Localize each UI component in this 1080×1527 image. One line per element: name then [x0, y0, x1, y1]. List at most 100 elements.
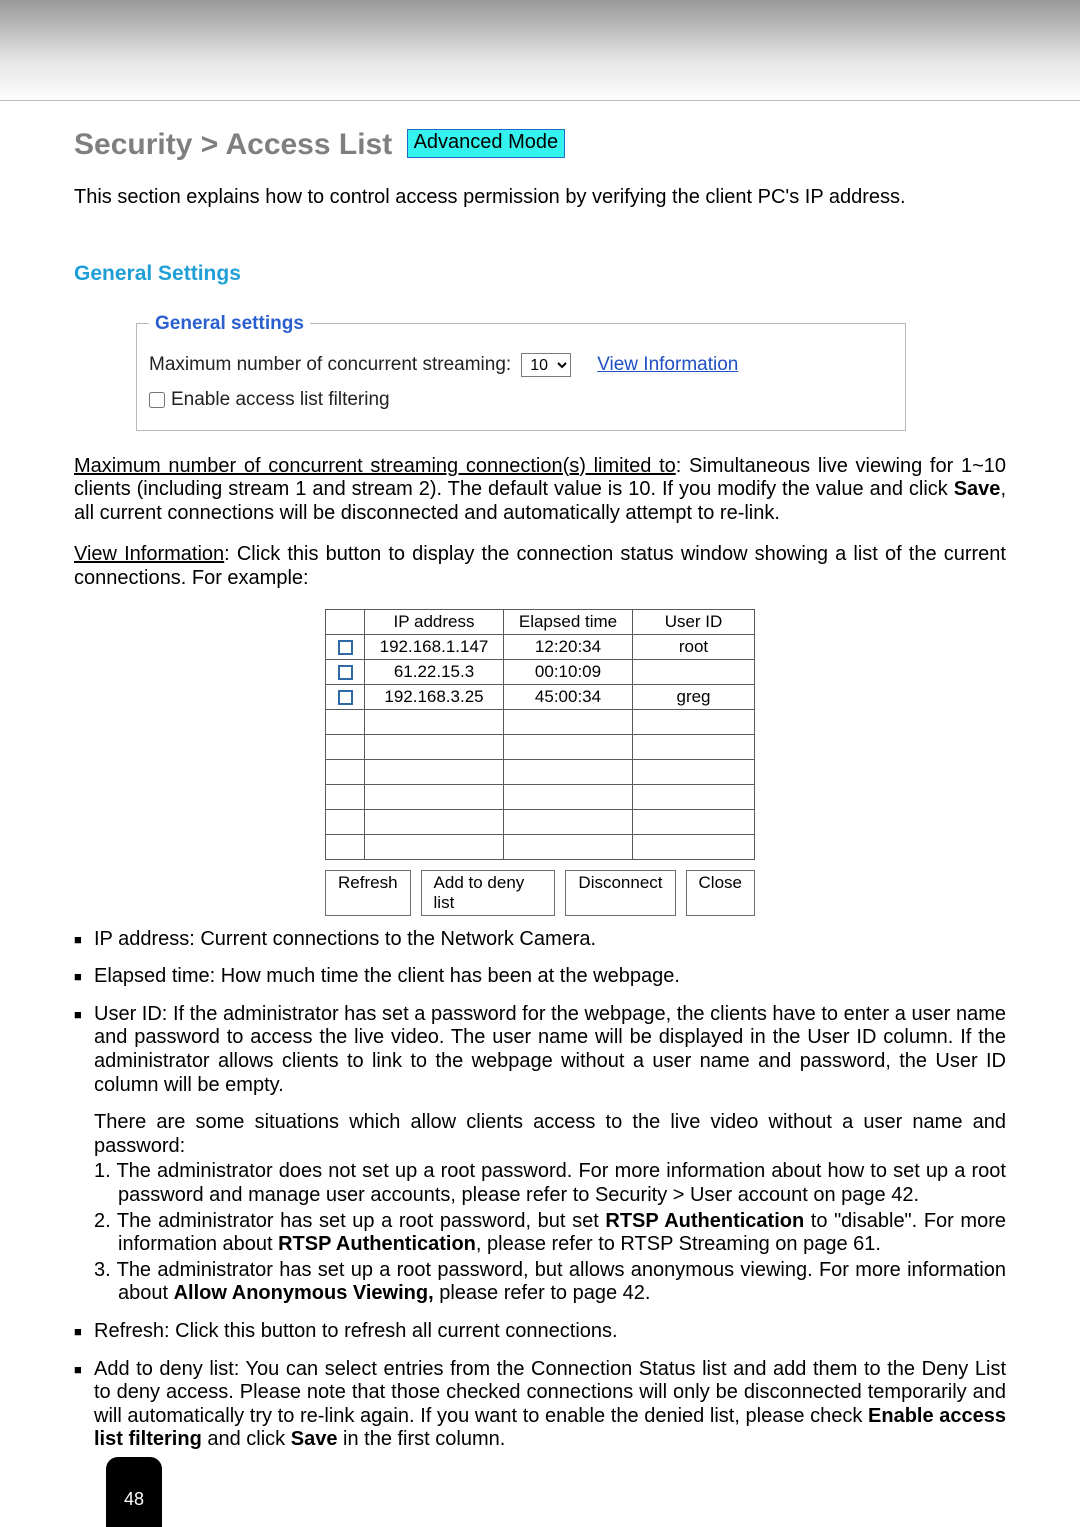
situations-list: 1. The administrator does not set up a r… — [94, 1160, 1006, 1306]
cell-empty — [504, 784, 633, 809]
connection-table-body: 192.168.1.14712:20:34root61.22.15.300:10… — [326, 634, 755, 859]
s3-strong: Allow Anonymous Viewing, — [174, 1282, 434, 1304]
table-row: 61.22.15.300:10:09 — [326, 659, 755, 684]
disconnect-button[interactable]: Disconnect — [565, 870, 675, 916]
page-number: 48 — [124, 1489, 144, 1509]
table-row: 192.168.3.2545:00:34greg — [326, 684, 755, 709]
cell-empty — [326, 834, 365, 859]
cell-empty — [326, 759, 365, 784]
table-row-empty — [326, 759, 755, 784]
view-information-link[interactable]: View Information — [597, 354, 738, 376]
col-elapsed: Elapsed time — [504, 609, 633, 634]
bullet-refresh: Refresh: Click this button to refresh al… — [74, 1320, 1006, 1344]
bullet-userid: User ID: If the administrator has set a … — [74, 1003, 1006, 1097]
breadcrumb-text: Security > Access List — [74, 128, 392, 161]
cell-user: greg — [633, 684, 755, 709]
row-checkbox-icon[interactable] — [338, 690, 353, 705]
cell-empty — [504, 759, 633, 784]
breadcrumb-heading: Security > Access List Advanced Mode — [74, 127, 1006, 162]
situation-3: 3. The administrator has set up a root p… — [94, 1259, 1006, 1306]
save-strong: Save — [954, 478, 1001, 500]
cell-empty — [504, 809, 633, 834]
row-checkbox-icon[interactable] — [338, 665, 353, 680]
cell-empty — [633, 784, 755, 809]
max-streaming-row: Maximum number of concurrent streaming: … — [149, 353, 889, 377]
page-content: Security > Access List Advanced Mode Thi… — [0, 101, 1080, 1452]
connection-table-head: IP address Elapsed time User ID — [326, 609, 755, 634]
s2-strong1: RTSP Authentication — [605, 1210, 804, 1232]
cell-ip: 192.168.3.25 — [365, 684, 504, 709]
cell-empty — [633, 734, 755, 759]
cell-empty — [365, 834, 504, 859]
page-container: Security > Access List Advanced Mode Thi… — [0, 0, 1080, 1527]
situation-1: 1. The administrator does not set up a r… — [94, 1160, 1006, 1207]
section-heading-general-settings: General Settings — [74, 262, 1006, 287]
ad3: in the first column. — [337, 1428, 505, 1450]
s3b: please refer to page 42. — [434, 1282, 651, 1304]
advanced-mode-badge: Advanced Mode — [407, 129, 566, 158]
table-row-empty — [326, 809, 755, 834]
cell-empty — [504, 709, 633, 734]
cell-empty — [326, 784, 365, 809]
row-checkbox-cell[interactable] — [326, 634, 365, 659]
add-deny-button[interactable]: Add to deny list — [421, 870, 556, 916]
table-row-empty — [326, 709, 755, 734]
enable-filter-label: Enable access list filtering — [171, 389, 390, 411]
view-info-underline: View Information — [74, 543, 224, 565]
cell-empty — [365, 734, 504, 759]
row-checkbox-cell[interactable] — [326, 659, 365, 684]
bullet-list: IP address: Current connections to the N… — [74, 928, 1006, 1452]
enable-filter-checkbox[interactable] — [149, 392, 165, 408]
cell-elapsed: 00:10:09 — [504, 659, 633, 684]
col-userid: User ID — [633, 609, 755, 634]
col-checkbox — [326, 609, 365, 634]
max-streaming-underline: Maximum number of concurrent streaming c… — [74, 455, 676, 477]
situations-intro: There are some situations which allow cl… — [94, 1111, 1006, 1158]
col-ip: IP address — [365, 609, 504, 634]
cell-ip: 61.22.15.3 — [365, 659, 504, 684]
fieldset-legend: General settings — [149, 313, 310, 335]
general-settings-panel: General settings Maximum number of concu… — [134, 313, 1006, 431]
s2c: , please refer to RTSP Streaming on page… — [476, 1233, 881, 1255]
max-streaming-label: Maximum number of concurrent streaming: — [149, 354, 511, 376]
cell-empty — [633, 834, 755, 859]
cell-elapsed: 12:20:34 — [504, 634, 633, 659]
cell-empty — [633, 759, 755, 784]
connection-table-wrap: IP address Elapsed time User ID 192.168.… — [325, 609, 755, 916]
bullet-add-deny: Add to deny list: You can select entries… — [74, 1358, 1006, 1452]
cell-empty — [365, 759, 504, 784]
cell-empty — [326, 809, 365, 834]
table-row-empty — [326, 734, 755, 759]
cell-ip: 192.168.1.147 — [365, 634, 504, 659]
cell-empty — [326, 734, 365, 759]
cell-elapsed: 45:00:34 — [504, 684, 633, 709]
bullet-ip: IP address: Current connections to the N… — [74, 928, 1006, 952]
bullet-elapsed: Elapsed time: How much time the client h… — [74, 965, 1006, 989]
cell-empty — [633, 809, 755, 834]
row-checkbox-icon[interactable] — [338, 640, 353, 655]
max-streaming-select[interactable]: 10 — [521, 353, 571, 377]
enable-filter-row: Enable access list filtering — [149, 389, 889, 411]
table-row-empty — [326, 834, 755, 859]
cell-empty — [504, 734, 633, 759]
cell-user: root — [633, 634, 755, 659]
table-row: 192.168.1.14712:20:34root — [326, 634, 755, 659]
s2a: 2. The administrator has set up a root p… — [94, 1210, 605, 1232]
connection-button-row: Refresh Add to deny list Disconnect Clos… — [325, 870, 755, 916]
page-header-gradient — [0, 0, 1080, 101]
cell-empty — [504, 834, 633, 859]
ad-strong2: Save — [291, 1428, 338, 1450]
cell-empty — [326, 709, 365, 734]
close-button[interactable]: Close — [686, 870, 755, 916]
ad2: and click — [202, 1428, 291, 1450]
paragraph-view-information: View Information: Click this button to d… — [74, 543, 1006, 590]
page-number-tab: 48 — [106, 1457, 162, 1527]
paragraph-max-streaming: Maximum number of concurrent streaming c… — [74, 455, 1006, 526]
cell-empty — [365, 709, 504, 734]
intro-paragraph: This section explains how to control acc… — [74, 186, 1006, 210]
refresh-button[interactable]: Refresh — [325, 870, 411, 916]
situation-2: 2. The administrator has set up a root p… — [94, 1210, 1006, 1257]
connection-table: IP address Elapsed time User ID 192.168.… — [325, 609, 755, 860]
row-checkbox-cell[interactable] — [326, 684, 365, 709]
cell-empty — [365, 784, 504, 809]
